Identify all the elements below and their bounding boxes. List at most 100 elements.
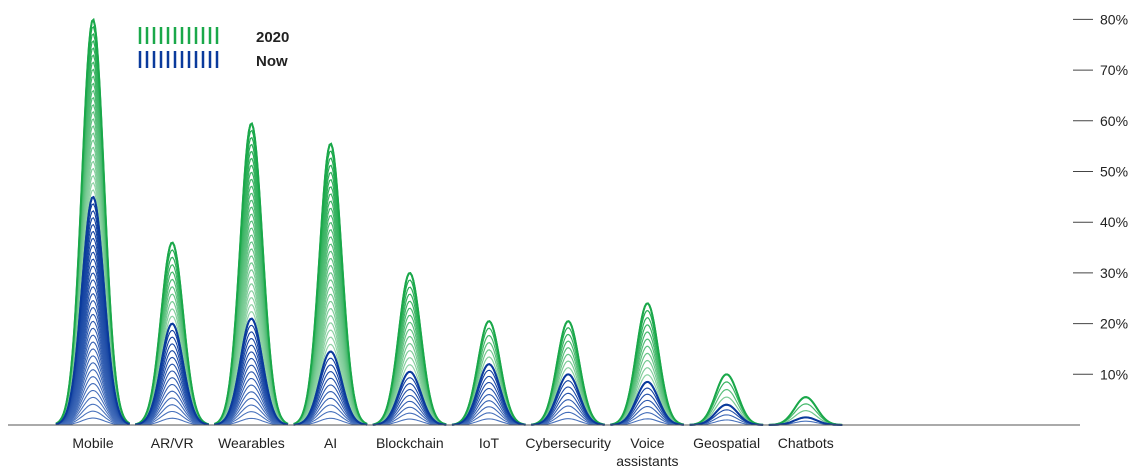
- curve-2020-layer: [134, 241, 209, 426]
- x-tick-label: AR/VR: [151, 435, 194, 451]
- curve-now-peak: [531, 373, 605, 426]
- bell-cybersecurity: [531, 320, 605, 426]
- curve-2020-layer: [214, 227, 289, 425]
- bell-mobile: [55, 17, 131, 426]
- curve-now-layer: [214, 417, 288, 426]
- curve-2020-layer: [531, 353, 605, 426]
- y-tick-label: 20%: [1100, 316, 1128, 332]
- curve-2020-layer: [214, 241, 289, 425]
- bell-geospatial: [689, 373, 764, 426]
- curve-2020-layer: [214, 255, 289, 425]
- curve-2020-layer: [214, 220, 289, 425]
- legend-swatch-now: [138, 51, 219, 68]
- curve-2020-layer: [293, 171, 368, 425]
- curve-now-peak: [293, 350, 368, 426]
- curve-2020-layer: [55, 32, 130, 425]
- curve-2020-layer: [451, 334, 526, 426]
- y-tick-label: 80%: [1100, 11, 1128, 27]
- curve-2020-layer: [451, 356, 526, 426]
- curve-2020-layer: [55, 96, 130, 425]
- y-tick-label: 50%: [1100, 164, 1128, 180]
- curve-2020-layer: [451, 320, 526, 426]
- x-tick-label: Voice: [630, 435, 664, 451]
- x-tick-label: AI: [324, 435, 337, 451]
- curve-2020-layer: [55, 68, 130, 425]
- curve-now-peak: [689, 403, 764, 426]
- curve-2020-layer: [55, 125, 130, 425]
- curve-2020-layer: [55, 75, 130, 425]
- curve-now-layer: [610, 418, 684, 426]
- curve-2020-layer: [135, 286, 209, 426]
- x-tick-label: Geospatial: [693, 435, 760, 451]
- y-tick-label: 40%: [1100, 214, 1128, 230]
- curve-2020-layer: [293, 200, 368, 425]
- x-axis-labels: Mobile AR/VR Wearables AI Blockchain IoT Cyber…: [72, 435, 833, 469]
- curve-2020-layer: [55, 118, 130, 425]
- curve-2020-peak: [610, 302, 685, 426]
- x-tick-label: Chatbots: [778, 435, 834, 451]
- y-tick-label: 30%: [1100, 265, 1128, 281]
- curve-now-layer: [56, 417, 130, 426]
- curve-2020-layer: [293, 214, 368, 425]
- y-tick-label: 70%: [1100, 62, 1128, 78]
- bell-voice-assistants: [610, 302, 685, 426]
- x-tick-label: Mobile: [72, 435, 113, 451]
- x-tick-label: Blockchain: [376, 435, 444, 451]
- curve-2020-layer: [55, 47, 130, 425]
- curve-2020-peak: [55, 17, 131, 425]
- curve-2020-layer: [55, 174, 130, 425]
- bell-arvr: [134, 241, 210, 426]
- x-tick-label: Wearables: [218, 435, 285, 451]
- curves-layer: [55, 17, 843, 426]
- curve-now-peak: [768, 416, 843, 426]
- curve-2020-layer: [55, 182, 130, 425]
- curve-2020-layer: [372, 300, 447, 426]
- curve-2020-layer: [55, 103, 130, 425]
- curve-2020-peak: [372, 271, 447, 426]
- curve-2020-layer: [531, 327, 605, 426]
- y-tick-label: 10%: [1100, 366, 1128, 382]
- curve-2020-peak: [689, 373, 764, 426]
- bell-iot: [451, 320, 526, 426]
- curve-2020-peak: [768, 396, 843, 426]
- y-axis: 10% 20% 30% 40% 50% 60% 70% 80%: [1073, 11, 1128, 382]
- curve-2020-layer: [531, 320, 605, 426]
- curve-now-peak: [372, 370, 447, 426]
- curve-2020-layer: [372, 286, 447, 426]
- bell-blockchain: [372, 271, 447, 426]
- curve-2020-layer: [293, 243, 368, 425]
- curve-2020-layer: [55, 167, 130, 425]
- legend-swatch-2020: [138, 27, 219, 44]
- curve-now-layer: [531, 418, 605, 426]
- curve-2020-peak: [451, 320, 526, 426]
- bell-wearables: [214, 122, 289, 426]
- legend-label-2020: 2020: [256, 29, 289, 46]
- curve-2020-peak: [134, 241, 210, 426]
- curve-2020-layer: [610, 317, 685, 426]
- curve-2020-layer: [55, 146, 130, 425]
- curve-2020-layer: [610, 352, 684, 426]
- curve-now-layer: [452, 418, 526, 426]
- x-tick-label: IoT: [479, 435, 500, 451]
- curve-2020-layer: [214, 136, 289, 425]
- curve-2020-layer: [214, 150, 289, 425]
- curve-2020-layer: [372, 321, 447, 426]
- x-tick-label: assistants: [616, 453, 678, 469]
- curve-now-peak: [451, 363, 526, 426]
- curve-now-peak: [55, 195, 130, 426]
- curve-now-layer: [293, 417, 368, 426]
- x-tick-label: Cybersecurity: [525, 435, 611, 451]
- curve-2020-layer: [55, 160, 130, 425]
- curve-2020-layer: [135, 308, 209, 426]
- curve-2020-layer: [214, 178, 289, 425]
- y-tick-label: 60%: [1100, 113, 1128, 129]
- bell-chatbots: [768, 396, 843, 426]
- curve-2020-layer: [135, 300, 209, 426]
- curve-now-peak: [214, 317, 289, 426]
- curve-2020-layer: [135, 256, 209, 425]
- curve-2020-layer: [55, 82, 130, 425]
- curve-2020-layer: [55, 54, 130, 425]
- curve-2020-layer: [372, 293, 447, 426]
- legend: 2020 Now: [138, 27, 289, 70]
